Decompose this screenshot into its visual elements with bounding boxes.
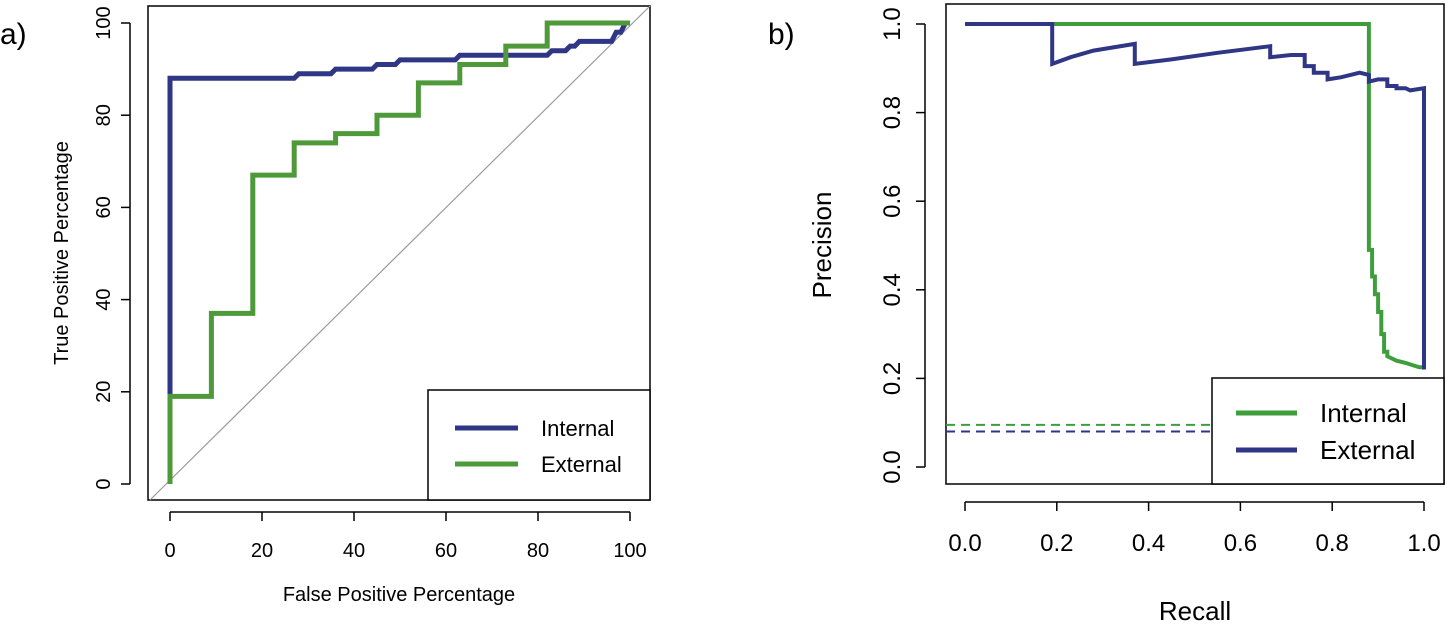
panel-b-label: b) <box>768 18 795 51</box>
x-tick-label: 0.6 <box>1224 530 1257 557</box>
y-tick-label: 0.8 <box>879 96 906 129</box>
series-line-internal <box>167 20 630 484</box>
y-tick-label: 100 <box>93 6 115 39</box>
series-line-internal <box>965 22 1426 370</box>
y-tick-label: 40 <box>93 288 115 310</box>
x-tick-label: 80 <box>527 540 549 562</box>
panel-a-y-axis-label: True Positive Percentage <box>51 141 73 365</box>
panel-b-legend-external: External <box>1320 435 1415 465</box>
x-tick-label: 0.0 <box>948 530 981 557</box>
y-tick-label: 80 <box>93 104 115 126</box>
y-tick-label: 0.4 <box>879 273 906 306</box>
series-line-external <box>965 22 1426 370</box>
x-tick-label: 40 <box>343 540 365 562</box>
reference-diagonal <box>149 5 651 501</box>
x-tick-label: 0.4 <box>1132 530 1165 557</box>
panel-a-label: a) <box>0 18 27 51</box>
y-tick-label: 0.2 <box>879 362 906 395</box>
panel-b-x-axis-label: Recall <box>1159 596 1231 626</box>
x-tick-label: 1.0 <box>1407 530 1440 557</box>
y-tick-label: 60 <box>93 196 115 218</box>
x-tick-label: 0.2 <box>1040 530 1073 557</box>
panel-a-legend-box <box>427 389 651 501</box>
panel-a-legend-external: External <box>541 452 622 477</box>
panel-a-y-axis: 0 20 40 60 80 100 <box>93 6 131 490</box>
y-tick-label: 0.6 <box>879 185 906 218</box>
panel-a-plot-frame <box>147 5 651 501</box>
y-tick-label: 0.0 <box>879 450 906 483</box>
panel-b-legend-internal: Internal <box>1320 398 1407 428</box>
panel-b-series <box>946 22 1426 433</box>
panel-a-x-axis: 0 20 40 60 80 100 <box>164 511 647 562</box>
panel-b-plot-frame <box>945 3 1445 485</box>
panel-b-x-axis: 0.0 0.2 0.4 0.6 0.8 1.0 <box>948 501 1441 557</box>
panel-a-legend-internal: Internal <box>541 416 614 441</box>
y-tick-label: 0 <box>93 478 115 489</box>
panel-a-series <box>149 5 651 501</box>
series-line-external <box>167 20 630 484</box>
panel-b-y-axis-label: Precision <box>807 192 837 299</box>
panel-b-y-axis: 0.0 0.2 0.4 0.6 0.8 1.0 <box>879 7 926 484</box>
panel-b-legend-box <box>1211 377 1445 485</box>
x-tick-label: 60 <box>435 540 457 562</box>
x-tick-label: 20 <box>251 540 273 562</box>
x-tick-label: 0 <box>164 540 175 562</box>
y-tick-label: 1.0 <box>879 7 906 40</box>
panel-a-x-axis-label: False Positive Percentage <box>283 584 515 606</box>
y-tick-label: 20 <box>93 381 115 403</box>
x-tick-label: 0.8 <box>1316 530 1349 557</box>
x-tick-label: 100 <box>613 540 646 562</box>
